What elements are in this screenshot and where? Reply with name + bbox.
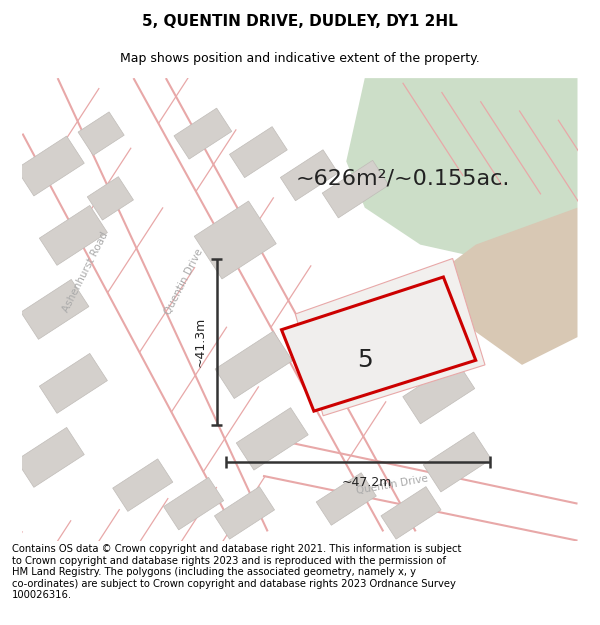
Text: ~41.3m: ~41.3m [194, 317, 206, 367]
Polygon shape [439, 208, 577, 365]
Polygon shape [322, 161, 389, 218]
Polygon shape [164, 478, 224, 530]
Polygon shape [403, 361, 475, 424]
Polygon shape [316, 472, 376, 525]
Polygon shape [346, 78, 577, 263]
Polygon shape [423, 432, 491, 492]
Polygon shape [40, 206, 107, 266]
Polygon shape [194, 201, 276, 279]
Text: 5, QUENTIN DRIVE, DUDLEY, DY1 2HL: 5, QUENTIN DRIVE, DUDLEY, DY1 2HL [142, 14, 458, 29]
Polygon shape [236, 408, 308, 470]
Text: ~626m²/~0.155ac.: ~626m²/~0.155ac. [295, 168, 510, 188]
Text: Contains OS data © Crown copyright and database right 2021. This information is : Contains OS data © Crown copyright and d… [12, 544, 461, 601]
Polygon shape [375, 297, 447, 359]
Polygon shape [113, 459, 173, 511]
Polygon shape [40, 353, 107, 413]
Polygon shape [215, 331, 292, 399]
Polygon shape [78, 112, 124, 156]
Polygon shape [16, 136, 84, 196]
Text: Quentin Drive: Quentin Drive [356, 474, 429, 496]
Polygon shape [174, 108, 232, 159]
Polygon shape [21, 279, 89, 339]
Polygon shape [381, 487, 441, 539]
Polygon shape [214, 487, 275, 539]
Polygon shape [295, 259, 485, 416]
Text: 5: 5 [357, 348, 373, 372]
Polygon shape [229, 127, 287, 178]
Text: ~47.2m: ~47.2m [342, 476, 392, 489]
Polygon shape [88, 177, 133, 220]
Text: Map shows position and indicative extent of the property.: Map shows position and indicative extent… [120, 52, 480, 65]
Polygon shape [280, 150, 338, 201]
Polygon shape [16, 428, 84, 488]
Text: Quentin Drive: Quentin Drive [163, 247, 205, 316]
Polygon shape [281, 277, 476, 411]
Text: Ashenhurst Road: Ashenhurst Road [61, 231, 110, 314]
